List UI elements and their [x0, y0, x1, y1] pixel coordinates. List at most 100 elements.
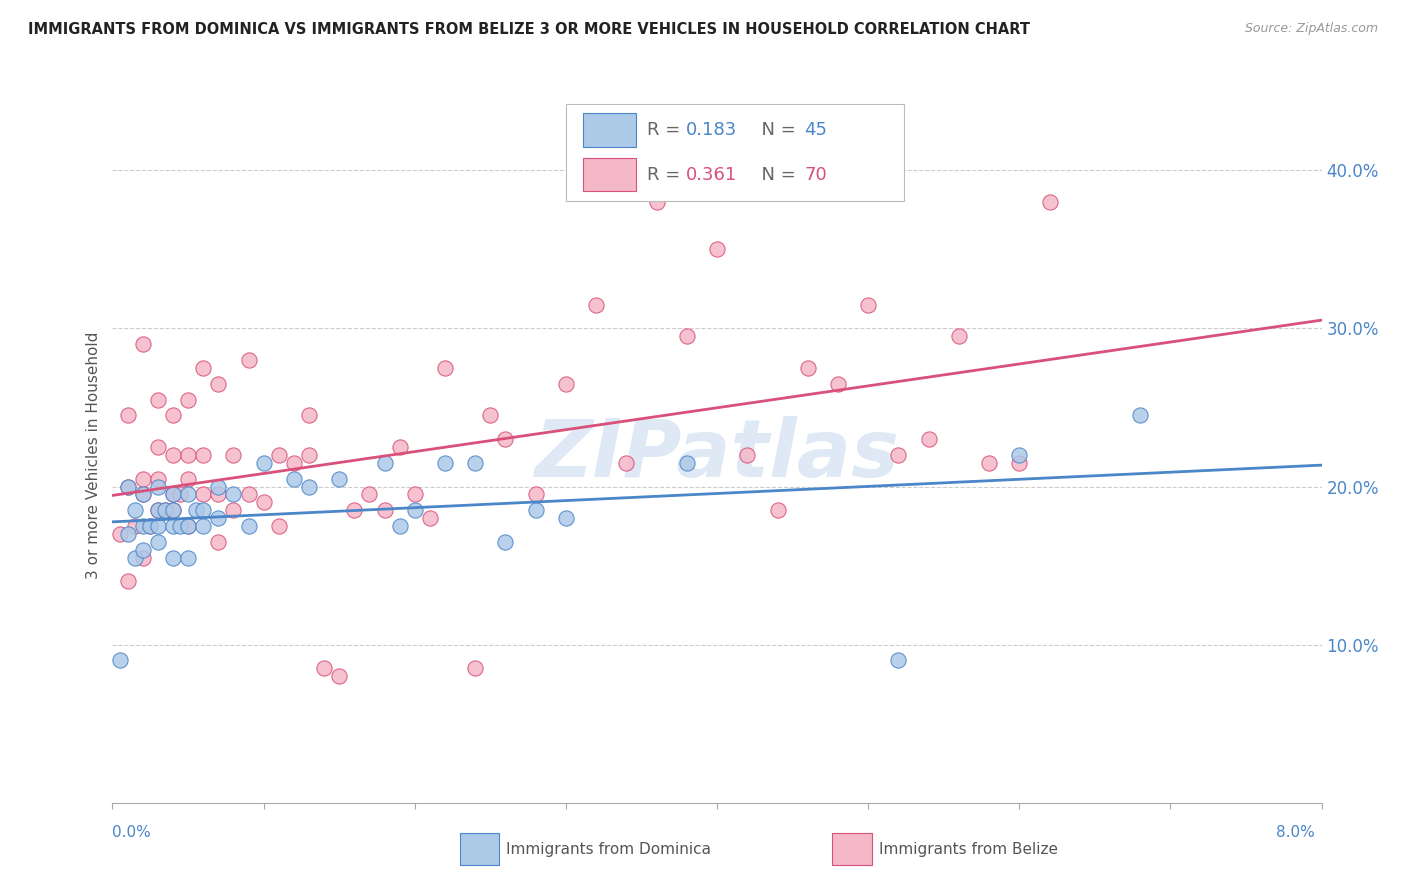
- Point: [222, 503, 245, 517]
- Point: [139, 519, 162, 533]
- Point: [207, 376, 229, 391]
- Text: N =: N =: [749, 121, 801, 139]
- Point: [117, 409, 139, 423]
- Point: [328, 472, 350, 486]
- Point: [222, 487, 245, 501]
- Point: [162, 550, 184, 565]
- Point: [146, 503, 169, 517]
- Point: [146, 534, 169, 549]
- Point: [1008, 456, 1031, 470]
- Point: [124, 519, 146, 533]
- Point: [585, 298, 607, 312]
- Point: [207, 479, 229, 493]
- Point: [388, 519, 411, 533]
- Point: [464, 661, 486, 675]
- Point: [404, 503, 426, 517]
- Point: [373, 503, 396, 517]
- Point: [162, 503, 184, 517]
- Point: [433, 456, 456, 470]
- Text: 0.183: 0.183: [686, 121, 737, 139]
- FancyBboxPatch shape: [565, 103, 904, 201]
- Point: [169, 519, 191, 533]
- FancyBboxPatch shape: [583, 158, 636, 191]
- Point: [856, 298, 880, 312]
- Point: [177, 519, 200, 533]
- Point: [132, 519, 155, 533]
- Point: [146, 479, 169, 493]
- Point: [108, 527, 131, 541]
- Point: [132, 550, 155, 565]
- Point: [132, 487, 155, 501]
- Point: [464, 456, 486, 470]
- Text: R =: R =: [647, 166, 686, 184]
- Point: [343, 503, 366, 517]
- Point: [616, 456, 638, 470]
- Point: [388, 440, 411, 454]
- Point: [1129, 409, 1152, 423]
- Point: [373, 456, 396, 470]
- Point: [139, 519, 162, 533]
- Point: [917, 432, 939, 446]
- Point: [238, 519, 260, 533]
- Point: [191, 448, 215, 462]
- Point: [117, 527, 139, 541]
- Text: 0.361: 0.361: [686, 166, 737, 184]
- Point: [177, 487, 200, 501]
- Point: [117, 574, 139, 589]
- Point: [766, 503, 789, 517]
- Point: [132, 337, 155, 351]
- Point: [1008, 448, 1031, 462]
- Point: [146, 392, 169, 407]
- Text: 8.0%: 8.0%: [1275, 825, 1315, 840]
- Point: [191, 519, 215, 533]
- Point: [298, 448, 321, 462]
- Point: [328, 669, 350, 683]
- Point: [162, 503, 184, 517]
- Point: [222, 448, 245, 462]
- Point: [108, 653, 131, 667]
- Point: [146, 519, 169, 533]
- Point: [706, 243, 728, 257]
- Text: Immigrants from Belize: Immigrants from Belize: [879, 842, 1057, 856]
- Text: 70: 70: [804, 166, 827, 184]
- Point: [948, 329, 970, 343]
- Point: [177, 472, 200, 486]
- Point: [132, 472, 155, 486]
- Point: [887, 448, 910, 462]
- Point: [117, 479, 139, 493]
- Point: [645, 194, 668, 209]
- Point: [554, 511, 576, 525]
- Point: [495, 432, 517, 446]
- Point: [253, 456, 276, 470]
- Point: [253, 495, 276, 509]
- Point: [146, 503, 169, 517]
- Point: [298, 409, 321, 423]
- Point: [162, 487, 184, 501]
- Point: [132, 487, 155, 501]
- Text: 45: 45: [804, 121, 827, 139]
- Point: [238, 487, 260, 501]
- Point: [298, 479, 321, 493]
- Point: [283, 472, 305, 486]
- Text: R =: R =: [647, 121, 686, 139]
- Point: [887, 653, 910, 667]
- Point: [177, 519, 200, 533]
- Point: [207, 534, 229, 549]
- Point: [117, 479, 139, 493]
- Point: [419, 511, 441, 525]
- Point: [267, 519, 290, 533]
- Point: [433, 360, 456, 375]
- Point: [169, 487, 191, 501]
- Point: [267, 448, 290, 462]
- Point: [162, 409, 184, 423]
- Point: [495, 534, 517, 549]
- Point: [155, 503, 177, 517]
- Text: IMMIGRANTS FROM DOMINICA VS IMMIGRANTS FROM BELIZE 3 OR MORE VEHICLES IN HOUSEHO: IMMIGRANTS FROM DOMINICA VS IMMIGRANTS F…: [28, 22, 1031, 37]
- Point: [124, 503, 146, 517]
- Point: [177, 550, 200, 565]
- FancyBboxPatch shape: [583, 113, 636, 146]
- Point: [1038, 194, 1062, 209]
- Point: [207, 511, 229, 525]
- Point: [132, 542, 155, 557]
- Point: [675, 329, 697, 343]
